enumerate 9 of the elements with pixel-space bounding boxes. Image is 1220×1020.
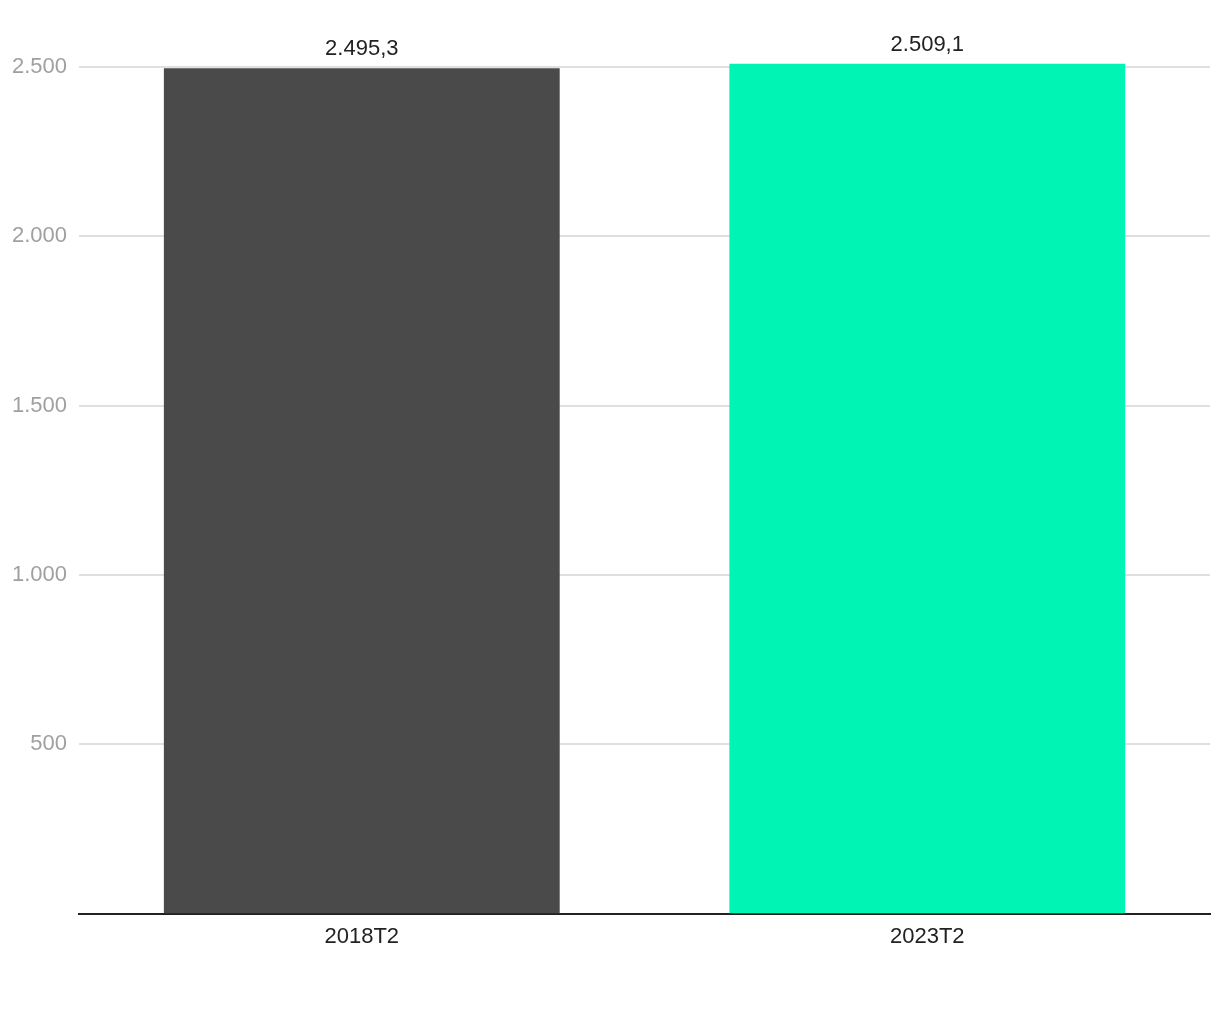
y-tick-label: 2.500 <box>11 52 68 78</box>
data-label: 2.509,1 <box>890 30 964 56</box>
data-label: 2.495,3 <box>325 35 399 61</box>
x-tick-label: 2018T2 <box>324 922 400 948</box>
y-tick-label: 1.000 <box>11 560 68 586</box>
x-tick-label: 2023T2 <box>889 922 965 948</box>
y-tick-label: 2.000 <box>11 222 68 248</box>
y-tick-label: 1.500 <box>11 391 68 417</box>
y-tick-label: 500 <box>30 730 68 756</box>
